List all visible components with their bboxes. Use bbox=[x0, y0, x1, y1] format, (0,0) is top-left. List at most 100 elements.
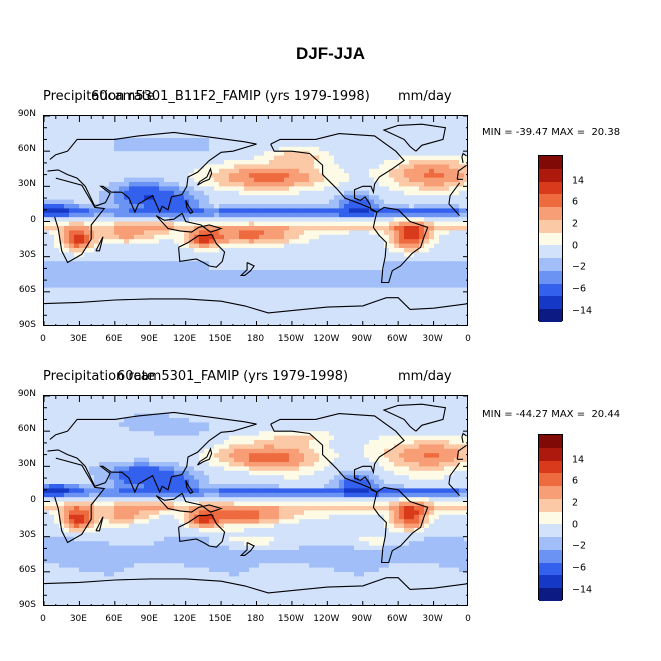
field-cell bbox=[339, 256, 345, 262]
field-cell bbox=[79, 270, 85, 275]
field-cell bbox=[339, 314, 345, 319]
field-cell bbox=[139, 278, 145, 284]
field-cell bbox=[219, 230, 225, 236]
field-cell bbox=[429, 226, 435, 231]
field-cell bbox=[129, 318, 135, 324]
field-cell bbox=[309, 234, 315, 240]
field-cell bbox=[169, 221, 175, 227]
field-cell bbox=[89, 296, 95, 302]
field-cell bbox=[199, 409, 205, 414]
field-cell bbox=[454, 142, 460, 148]
field-cell bbox=[424, 261, 430, 266]
field-cell bbox=[269, 155, 275, 161]
field-cell bbox=[174, 133, 180, 139]
field-cell bbox=[164, 151, 170, 156]
field-cell bbox=[214, 204, 220, 209]
field-cell bbox=[309, 322, 315, 325]
field-cell bbox=[84, 212, 90, 218]
field-cell bbox=[174, 413, 180, 419]
field-cell bbox=[334, 146, 340, 152]
field-cell bbox=[164, 239, 170, 244]
field-cell bbox=[244, 155, 250, 161]
field-cell bbox=[249, 261, 255, 266]
field-cell bbox=[394, 409, 400, 414]
field-cell bbox=[424, 217, 430, 222]
field-cell bbox=[84, 431, 90, 436]
field-cell bbox=[119, 199, 125, 205]
field-cell bbox=[44, 173, 50, 178]
field-cell bbox=[194, 138, 200, 143]
field-cell bbox=[129, 116, 135, 121]
field-cell bbox=[159, 300, 165, 306]
field-cell bbox=[379, 204, 385, 209]
field-cell bbox=[214, 278, 220, 284]
field-cell bbox=[124, 155, 130, 161]
field-cell bbox=[444, 212, 450, 218]
field-cell bbox=[184, 248, 190, 253]
field-cell bbox=[399, 270, 405, 275]
field-cell bbox=[59, 120, 65, 126]
field-cell bbox=[289, 322, 295, 325]
field-cell bbox=[284, 435, 290, 441]
field-cell bbox=[299, 138, 305, 143]
x-tick-label: 150E bbox=[208, 334, 232, 344]
field-cell bbox=[194, 418, 200, 423]
field-cell bbox=[379, 142, 385, 148]
field-cell bbox=[314, 151, 320, 156]
field-cell bbox=[69, 221, 75, 227]
field-cell bbox=[394, 252, 400, 258]
field-cell bbox=[144, 226, 150, 231]
field-cell bbox=[194, 409, 200, 414]
field-cell bbox=[334, 195, 340, 200]
field-cell bbox=[129, 173, 135, 178]
field-cell bbox=[149, 283, 155, 288]
field-cell bbox=[104, 278, 110, 284]
field-cell bbox=[449, 292, 455, 297]
field-cell bbox=[84, 177, 90, 183]
field-cell bbox=[74, 292, 80, 297]
field-cell bbox=[369, 309, 375, 315]
field-cell bbox=[279, 270, 285, 275]
field-cell bbox=[304, 314, 310, 319]
field-cell bbox=[449, 221, 455, 227]
field-cell bbox=[144, 234, 150, 240]
field-cell bbox=[389, 168, 395, 174]
field-cell bbox=[414, 116, 420, 121]
field-cell bbox=[264, 239, 270, 244]
field-cell bbox=[239, 435, 245, 441]
field-cell bbox=[449, 199, 455, 205]
field-cell bbox=[74, 318, 80, 324]
field-cell bbox=[384, 199, 390, 205]
field-cell bbox=[339, 404, 345, 410]
field-cell bbox=[169, 234, 175, 240]
field-cell bbox=[119, 305, 125, 310]
field-cell bbox=[274, 265, 280, 271]
field-cell bbox=[239, 142, 245, 148]
field-cell bbox=[84, 151, 90, 156]
field-cell bbox=[154, 309, 160, 315]
field-cell bbox=[209, 400, 215, 406]
field-cell bbox=[309, 226, 315, 231]
field-cell bbox=[59, 422, 65, 428]
field-cell bbox=[144, 221, 150, 227]
field-cell bbox=[439, 265, 445, 271]
field-cell bbox=[349, 160, 355, 165]
field-cell bbox=[164, 230, 170, 236]
field-cell bbox=[324, 265, 330, 271]
field-cell bbox=[99, 199, 105, 205]
field-cell bbox=[204, 261, 210, 266]
field-cell bbox=[289, 155, 295, 161]
field-cell bbox=[289, 151, 295, 156]
field-cell bbox=[299, 261, 305, 266]
field-cell bbox=[439, 142, 445, 148]
field-cell bbox=[69, 270, 75, 275]
field-cell bbox=[329, 199, 335, 205]
field-cell bbox=[109, 413, 115, 419]
field-cell bbox=[119, 177, 125, 183]
field-cell bbox=[219, 413, 225, 419]
field-cell bbox=[304, 278, 310, 284]
field-cell bbox=[439, 138, 445, 143]
field-cell bbox=[49, 243, 55, 249]
field-cell bbox=[294, 199, 300, 205]
field-cell bbox=[194, 426, 200, 432]
